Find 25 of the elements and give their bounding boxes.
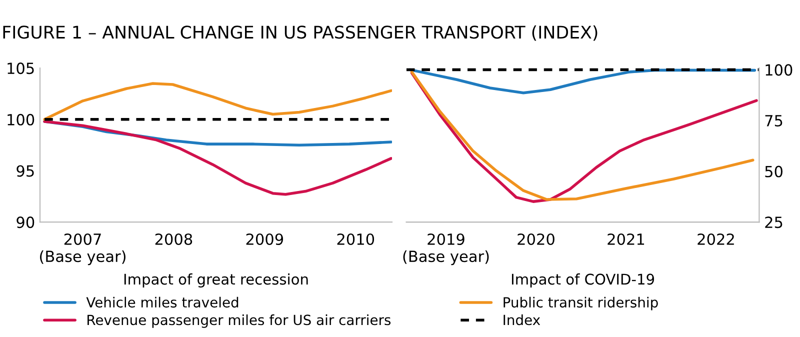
legend-label: Revenue passenger miles for US air carriers bbox=[88, 314, 391, 328]
y-tick-label: 100 bbox=[8, 114, 34, 126]
y2-tick-label: 25 bbox=[765, 216, 782, 228]
legend-label: Index bbox=[504, 314, 540, 326]
x-tick-label: 2008 bbox=[155, 233, 192, 246]
x-tick-label: 2021 bbox=[608, 233, 644, 246]
line-series bbox=[43, 82, 392, 121]
chart-title: FIGURE 1 – ANNUAL CHANGE IN US PASSENGER TRANSPORT (INDEX) bbox=[3, 25, 598, 41]
x-tick-label: 2019 (Base year) bbox=[403, 233, 489, 266]
line-series bbox=[43, 120, 392, 196]
x-axis-title: Impact of COVID-19 bbox=[512, 273, 654, 288]
y-tick-label: 90 bbox=[16, 216, 34, 228]
legend-label: Public transit ridership bbox=[504, 296, 658, 310]
x-tick-label: 2009 bbox=[246, 233, 284, 246]
y-tick-label: 105 bbox=[8, 62, 34, 74]
y-tick-label: 95 bbox=[16, 165, 34, 177]
y2-tick-label: 75 bbox=[765, 115, 782, 127]
x-tick-label: 2007 (Base year) bbox=[40, 233, 126, 266]
x-tick-label: 2010 bbox=[337, 233, 374, 246]
y2-tick-label: 100 bbox=[766, 64, 792, 76]
x-axis-title: Impact of great recession bbox=[124, 273, 308, 288]
x-tick-label: 2022 bbox=[698, 233, 734, 246]
legend-label: Vehicle miles traveled bbox=[86, 296, 238, 308]
x-tick-label: 2020 bbox=[518, 233, 554, 246]
y2-tick-label: 50 bbox=[765, 166, 782, 178]
